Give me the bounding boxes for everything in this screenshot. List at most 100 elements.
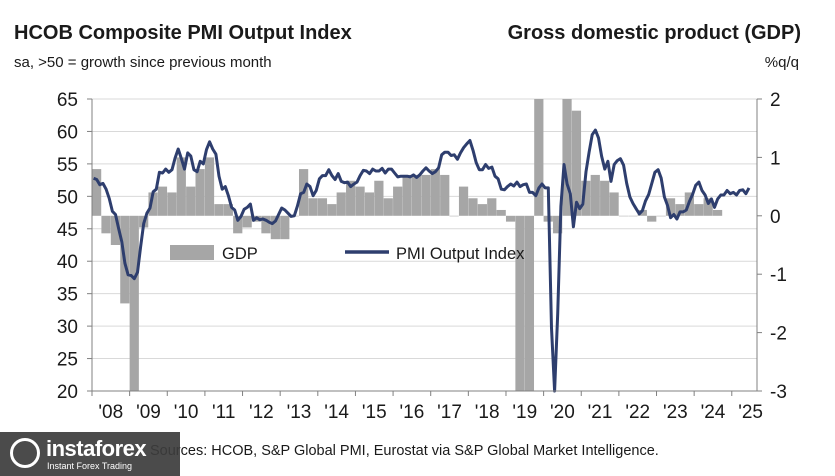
watermark-tagline: Instant Forex Trading — [47, 461, 133, 471]
gdp-bar — [694, 204, 704, 216]
gdp-bar — [590, 174, 600, 216]
left-axis-tick-label: 50 — [57, 187, 78, 208]
watermark-logo-icon — [10, 438, 40, 468]
right-axis-unit: %q/q — [764, 54, 799, 71]
x-axis-tick-label: '21 — [588, 402, 613, 423]
source-note: Sources: HCOB, S&P Global PMI, Eurostat … — [150, 443, 659, 459]
gdp-bar — [129, 215, 139, 391]
chart-title-right: Gross domestic product (GDP) — [507, 22, 801, 44]
gdp-bar — [440, 174, 450, 216]
left-axis-tick-label: 30 — [57, 317, 78, 338]
left-axis-tick-label: 35 — [57, 285, 78, 306]
gdp-bar — [458, 186, 469, 216]
gdp-bar — [411, 174, 422, 216]
gdp-bar — [148, 192, 158, 216]
gdp-bar — [270, 215, 280, 240]
x-axis-tick-label: '12 — [249, 402, 274, 423]
legend-gdp-label: GDP — [222, 245, 258, 263]
x-axis-tick-label: '11 — [212, 402, 235, 423]
right-axis-tick-label: 1 — [770, 148, 781, 169]
gdp-bar — [92, 169, 102, 216]
gdp-bar — [393, 186, 403, 216]
x-axis-tick-label: '25 — [738, 402, 763, 423]
x-axis-tick-label: '16 — [400, 402, 425, 423]
gdp-bar — [505, 215, 516, 222]
gdp-bar — [468, 198, 478, 216]
gdp-bar — [374, 180, 384, 216]
gdp-bar — [355, 186, 365, 216]
gdp-bar — [242, 215, 252, 228]
gdp-bar — [364, 192, 375, 216]
gdp-bar — [167, 192, 177, 216]
gdp-bar — [656, 215, 666, 217]
left-axis-tick-label: 40 — [57, 252, 78, 273]
gdp-bar — [186, 186, 196, 216]
gdp-bar — [609, 192, 619, 216]
gdp-bar — [553, 215, 563, 234]
x-axis-tick-label: '18 — [475, 402, 500, 423]
gdp-bar — [308, 198, 318, 216]
gdp-bar — [477, 204, 487, 216]
left-axis-tick-label: 45 — [57, 220, 78, 241]
watermark-brand: instaforex — [46, 436, 147, 461]
gdp-bar — [214, 204, 224, 216]
gdp-bar — [665, 198, 676, 216]
gdp-bar — [402, 174, 412, 216]
x-axis-tick-label: '23 — [663, 402, 688, 423]
gdp-bar — [233, 215, 243, 234]
gdp-bar — [524, 215, 535, 391]
left-axis-tick-label: 20 — [57, 382, 78, 403]
gdp-bar — [101, 215, 111, 234]
gdp-bar — [317, 198, 328, 216]
watermark: instaforex Instant Forex Trading — [0, 432, 180, 476]
gdp-bar — [515, 215, 525, 391]
gdp-bar — [496, 209, 506, 216]
left-axis-subtitle: sa, >50 = growth since previous month — [14, 54, 272, 71]
right-axis-tick-label: -3 — [770, 382, 787, 403]
gdp-bar — [195, 169, 205, 216]
x-axis-tick-label: '14 — [324, 402, 349, 423]
x-axis-tick-label: '08 — [98, 402, 123, 423]
gdp-bar — [647, 215, 657, 222]
gdp-bar — [449, 215, 459, 217]
right-axis-tick-label: 0 — [770, 207, 781, 228]
right-axis-tick-label: -2 — [770, 324, 787, 345]
x-axis-tick-label: '22 — [625, 402, 650, 423]
gdp-bar — [618, 215, 629, 217]
right-axis-tick-label: -1 — [770, 265, 787, 286]
gdp-bar — [261, 215, 271, 234]
pmi-line — [93, 128, 751, 393]
gdp-bar — [712, 209, 723, 216]
gdp-bar — [346, 180, 356, 216]
x-axis-tick-label: '24 — [701, 402, 726, 423]
x-axis-tick-label: '13 — [287, 402, 312, 423]
gdp-bar — [176, 157, 186, 216]
gdp-bar — [628, 215, 638, 217]
gdp-bar — [430, 169, 440, 216]
gdp-bar — [487, 198, 497, 216]
right-axis-tick-label: 2 — [770, 90, 781, 111]
x-axis-tick-label: '17 — [437, 402, 462, 423]
x-axis-tick-label: '10 — [174, 402, 199, 423]
gdp-bar — [327, 204, 337, 216]
gdp-bar — [383, 198, 393, 216]
gdp-bar — [421, 174, 431, 216]
gdp-bar — [223, 204, 233, 216]
gdp-bar — [581, 180, 591, 216]
gdp-bar — [703, 198, 713, 216]
gdp-bar — [571, 110, 582, 216]
gdp-bar — [204, 157, 215, 216]
legend-gdp-swatch — [170, 245, 214, 260]
left-axis-tick-label: 60 — [57, 122, 78, 143]
left-axis-tick-label: 65 — [57, 90, 78, 111]
x-axis-tick-label: '19 — [512, 402, 537, 423]
x-axis-tick-label: '15 — [362, 402, 387, 423]
legend-pmi-label: PMI Output Index — [396, 245, 525, 263]
gdp-bar — [110, 215, 121, 245]
x-axis-tick-label: '20 — [550, 402, 575, 423]
gdp-bar — [675, 204, 685, 216]
gdp-bar — [336, 192, 346, 216]
left-axis-tick-label: 25 — [57, 350, 78, 371]
x-axis-tick-label: '09 — [136, 402, 161, 423]
